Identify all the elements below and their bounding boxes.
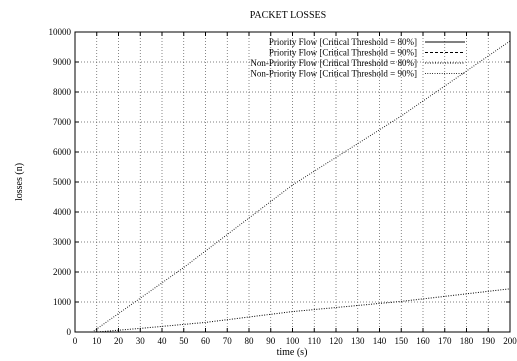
series-line-3: [75, 288, 511, 333]
x-tick-label: 0: [73, 336, 78, 346]
x-tick-label: 30: [136, 336, 146, 346]
series-line-4: [75, 40, 511, 333]
y-tick-label: 10000: [49, 27, 72, 37]
legend-label: Priority Flow [Critical Threshold = 90%]: [269, 48, 417, 58]
y-tick-label: 8000: [53, 87, 72, 97]
x-tick-label: 80: [245, 336, 255, 346]
x-axis-label: time (s): [277, 347, 308, 358]
x-tick-label: 160: [416, 336, 430, 346]
legend-label: Non-Priority Flow [Critical Threshold = …: [250, 58, 417, 68]
x-tick-label: 90: [266, 336, 276, 346]
x-tick-label: 180: [460, 336, 474, 346]
x-tick-label: 10: [92, 336, 102, 346]
y-tick-label: 2000: [53, 267, 72, 277]
x-tick-label: 170: [438, 336, 452, 346]
legend-label: Non-Priority Flow [Critical Threshold = …: [250, 69, 417, 79]
x-tick-label: 150: [395, 336, 409, 346]
x-tick-label: 140: [373, 336, 387, 346]
series-lines: [75, 40, 511, 333]
chart-title: PACKET LOSSES: [250, 10, 326, 21]
y-tick-label: 5000: [53, 177, 72, 187]
y-tick-labels: 0 1000 2000 3000 4000 5000 6000 7000 8000 9000 100…: [49, 27, 72, 337]
y-axis-label: losses (n): [14, 163, 25, 201]
y-tick-label: 9000: [53, 57, 72, 67]
x-tick-label: 190: [482, 336, 496, 346]
x-tick-label: 40: [158, 336, 168, 346]
x-tick-label: 120: [329, 336, 343, 346]
x-tick-label: 200: [503, 336, 517, 346]
y-tick-label: 4000: [53, 207, 72, 217]
x-tick-label: 60: [201, 336, 211, 346]
x-tick-label: 20: [114, 336, 124, 346]
x-tick-label: 100: [286, 336, 300, 346]
legend-label: Priority Flow [Critical Threshold = 80%]: [269, 37, 417, 47]
x-tick-labels: 0 10 20 30 40 50 60 70 80 90 100 110 120 130 140 150 160…: [73, 336, 517, 346]
y-tick-label: 0: [67, 327, 72, 337]
y-tick-label: 7000: [53, 117, 72, 127]
x-tick-label: 130: [351, 336, 365, 346]
y-tick-label: 1000: [53, 297, 72, 307]
y-tick-label: 6000: [53, 147, 72, 157]
x-tick-label: 110: [308, 336, 322, 346]
legend: Priority Flow [Critical Threshold = 80%]…: [250, 37, 465, 79]
x-tick-label: 70: [223, 336, 233, 346]
x-tick-label: 50: [179, 336, 189, 346]
y-tick-label: 3000: [53, 237, 72, 247]
grid: [75, 32, 510, 332]
